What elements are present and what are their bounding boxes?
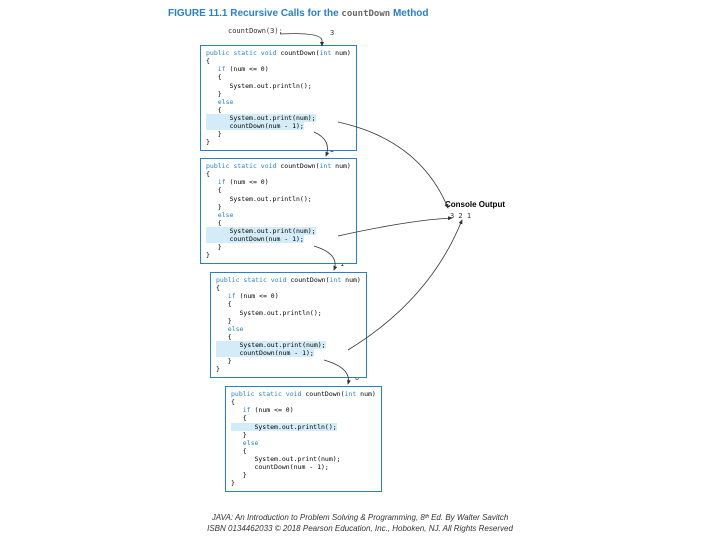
code-box-1: public static void countDown(int num) { … [200, 45, 357, 151]
figure-title: FIGURE 11.1 Recursive Calls for the coun… [168, 8, 429, 19]
code-box-3: public static void countDown(int num) { … [210, 272, 367, 378]
code-box-4: public static void countDown(int num) { … [225, 386, 382, 492]
figure-suffix: Method [393, 8, 429, 19]
figure-method: countDown [341, 9, 390, 19]
footer-line1: JAVA: An Introduction to Problem Solving… [0, 513, 720, 523]
footer: JAVA: An Introduction to Problem Solving… [0, 513, 720, 534]
console-output: 3 2 1 [450, 212, 471, 220]
figure-label: FIGURE 11.1 [168, 8, 227, 19]
footer-line2: ISBN 0134462033 © 2018 Pearson Education… [0, 524, 720, 534]
initial-call: countDown(3); [228, 27, 283, 35]
param-label-1: 3 [330, 29, 334, 37]
figure-text: Recursive Calls for the [230, 8, 338, 19]
console-label: Console Output [445, 200, 505, 209]
code-box-2: public static void countDown(int num) { … [200, 158, 357, 264]
